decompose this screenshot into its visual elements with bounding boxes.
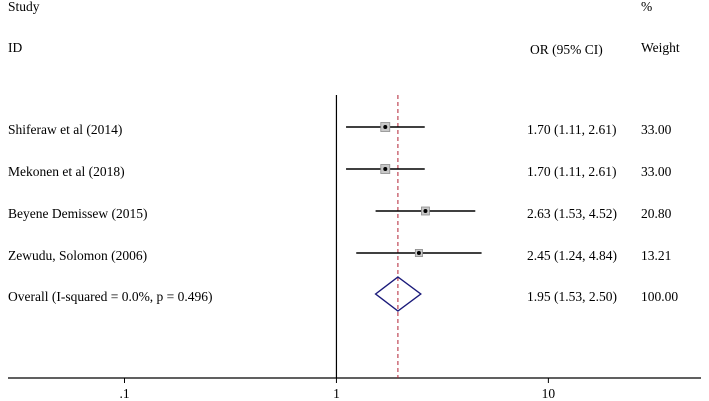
study-name: Shiferaw et al (2014) — [8, 122, 123, 137]
study-name: Mekonen et al (2018) — [8, 164, 125, 179]
study-point — [383, 125, 388, 129]
x-tick-label: .1 — [119, 386, 129, 401]
study-header: Study — [8, 0, 40, 14]
x-tick-label: 10 — [542, 386, 556, 401]
id-header: ID — [8, 40, 23, 55]
study-or-ci: 1.70 (1.11, 2.61) — [527, 122, 617, 137]
or-ci-header: OR (95% CI) — [530, 42, 603, 57]
percent-header: % — [641, 0, 653, 14]
overall-label: Overall (I-squared = 0.0%, p = 0.496) — [8, 289, 213, 304]
study-weight: 33.00 — [641, 164, 672, 179]
study-or-ci: 2.45 (1.24, 4.84) — [527, 248, 617, 263]
study-or-ci: 1.70 (1.11, 2.61) — [527, 164, 617, 179]
study-name: Beyene Demissew (2015) — [8, 206, 148, 221]
study-point — [423, 209, 428, 213]
study-point — [383, 167, 388, 171]
overall-weight: 100.00 — [641, 289, 679, 304]
study-or-ci: 2.63 (1.53, 4.52) — [527, 206, 617, 221]
weight-header: Weight — [641, 40, 680, 55]
study-weight: 33.00 — [641, 122, 672, 137]
overall-or-ci: 1.95 (1.53, 2.50) — [527, 289, 617, 304]
overall-diamond — [374, 276, 422, 312]
study-weight: 13.21 — [641, 248, 672, 263]
study-name: Zewudu, Solomon (2006) — [8, 248, 148, 263]
x-tick-label: 1 — [333, 386, 340, 401]
study-point — [416, 251, 421, 255]
study-weight: 20.80 — [641, 206, 672, 221]
